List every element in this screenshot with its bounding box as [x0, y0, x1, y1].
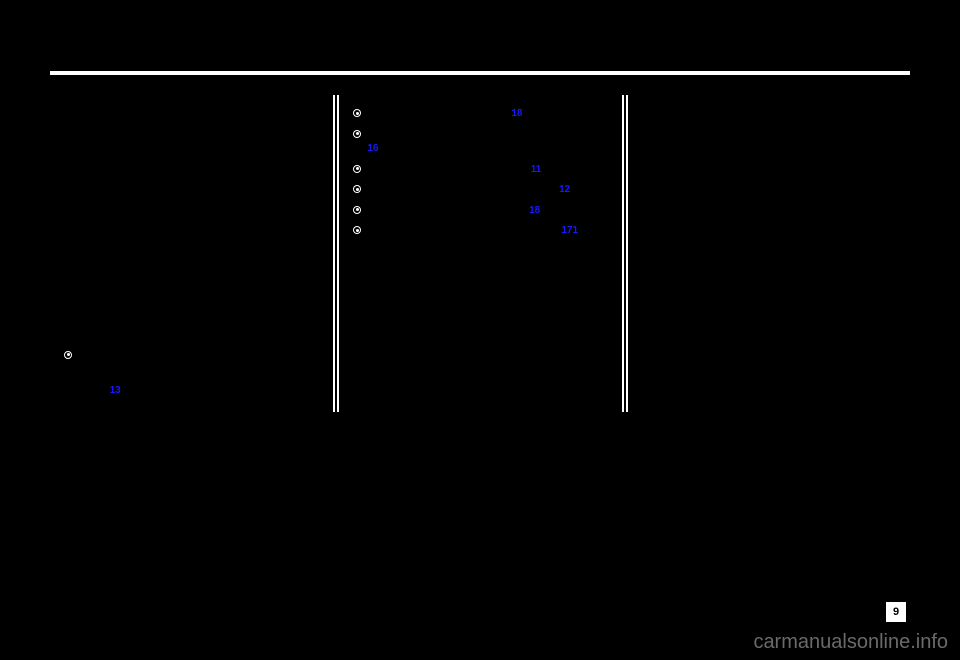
- page-link[interactable]: 171: [561, 225, 578, 236]
- page-number-badge: 9: [886, 602, 906, 622]
- bullet-tail: ).: [541, 164, 547, 175]
- content-columns: Seat Belts Your car is equipped with sea…: [50, 95, 910, 412]
- bullet-tail: ).: [378, 143, 384, 154]
- bullet-pre: Adjust the seat-backs to an upright posi…: [367, 129, 605, 140]
- page-link[interactable]: 16: [367, 143, 378, 154]
- bullet-text: Keep you connected to the car so you can…: [78, 349, 318, 378]
- footer-toc[interactable]: Table of Contents: [101, 604, 167, 614]
- list-item: Adjust the steering wheel (see page 18).: [353, 204, 607, 219]
- bullet-text: Adjust the head restraints (see page 11)…: [367, 163, 607, 178]
- page-title: Your Car's Safety Features: [722, 38, 900, 54]
- bullet-icon: [353, 206, 361, 214]
- bullet-tail: ).: [540, 205, 546, 216]
- bullet-text: Maintain a proper sitting position (see …: [367, 224, 607, 239]
- column-1: Seat Belts Your car is equipped with sea…: [50, 95, 333, 412]
- bullet-text: Adjust the front seats (see page 18).: [367, 107, 607, 122]
- page-link[interactable]: 13: [110, 385, 121, 396]
- bullet-icon: [64, 351, 72, 359]
- bullet-pre: Adjust the front seats (see page: [367, 108, 511, 119]
- col1-p4: Seat belts are the single most effective…: [64, 229, 318, 273]
- bullet-text: Fasten and adjust the seat belts (see pa…: [367, 183, 607, 198]
- col3-p2: This system uses the same sensors as the…: [642, 174, 896, 203]
- bullet-icon: [353, 226, 361, 234]
- link-prefix: See page: [64, 385, 110, 396]
- list-item: Fasten and adjust the seat belts (see pa…: [353, 183, 607, 198]
- watermark: carmanualsonline.info: [753, 631, 948, 654]
- col2-bullets: Adjust the front seats (see page 18). Ad…: [353, 107, 607, 239]
- col3-p3: The tensioners help assure that the lap/…: [642, 209, 896, 238]
- col1-p6: When properly worn, seat belts:: [64, 328, 318, 343]
- section-name: Driver and Passenger Safety: [642, 332, 896, 347]
- bullet-pre: Fasten and adjust the seat belts (see pa…: [367, 184, 559, 195]
- column-2: Adjust the front seats (see page 18). Ad…: [339, 95, 621, 412]
- col1-bullets: Keep you connected to the car so you can…: [64, 349, 318, 378]
- page-link[interactable]: 11: [531, 164, 542, 175]
- horizontal-rule: [50, 65, 910, 69]
- page-link[interactable]: 12: [559, 184, 570, 195]
- col3-p4: However, a seat belt alone cannot fully …: [642, 244, 896, 288]
- col1-heading: Seat Belts: [64, 103, 318, 118]
- col1-p5: Not wearing a seat belt properly increas…: [64, 279, 318, 323]
- list-item: Maintain a proper sitting position (see …: [353, 224, 607, 239]
- bullet-pre: Adjust the steering wheel (see page: [367, 205, 529, 216]
- bullet-tail: ).: [570, 184, 576, 195]
- footer-nav: Main Menu Table of Contents: [50, 604, 168, 614]
- col1-p1: Your car is equipped with seat belts in …: [64, 124, 318, 153]
- bullet-pre: Maintain a proper sitting position (see …: [367, 225, 561, 236]
- continued: CONTINUED: [642, 307, 896, 320]
- bullet-icon: [353, 130, 361, 138]
- list-item: Adjust the seat-backs to an upright posi…: [353, 128, 607, 157]
- list-item: Adjust the front seats (see page 18).: [353, 107, 607, 122]
- col2-intro: Help protect you in almost every type of…: [353, 245, 607, 274]
- bullet-icon: [353, 165, 361, 173]
- page-link[interactable]: 18: [511, 108, 522, 119]
- col1-p3: Why Wear Seat Belts: [64, 209, 318, 224]
- page-link[interactable]: 18: [529, 205, 540, 216]
- bullet-tail: ).: [578, 225, 584, 236]
- col3-p1: Your seat belt system includes lap/shoul…: [642, 124, 896, 168]
- bullet-text: Adjust the steering wheel (see page 18).: [367, 204, 607, 219]
- footer-main-menu[interactable]: Main Menu: [50, 604, 92, 614]
- bullet-pre: Adjust the head restraints (see page: [367, 164, 530, 175]
- column-3: Airbags and Seat Belts Your seat belt sy…: [628, 95, 910, 412]
- bullet-tail: ).: [522, 108, 528, 119]
- list-item: Keep you connected to the car so you can…: [64, 349, 318, 378]
- col1-link-line: See page 13: [64, 384, 318, 399]
- col1-p2: Your seat belt system also includes a li…: [64, 159, 318, 203]
- col3-heading: Airbags and Seat Belts: [642, 103, 896, 118]
- bullet-icon: [353, 185, 361, 193]
- bullet-text: Adjust the seat-backs to an upright posi…: [367, 128, 607, 157]
- list-item: Adjust the head restraints (see page 11)…: [353, 163, 607, 178]
- bullet-icon: [353, 109, 361, 117]
